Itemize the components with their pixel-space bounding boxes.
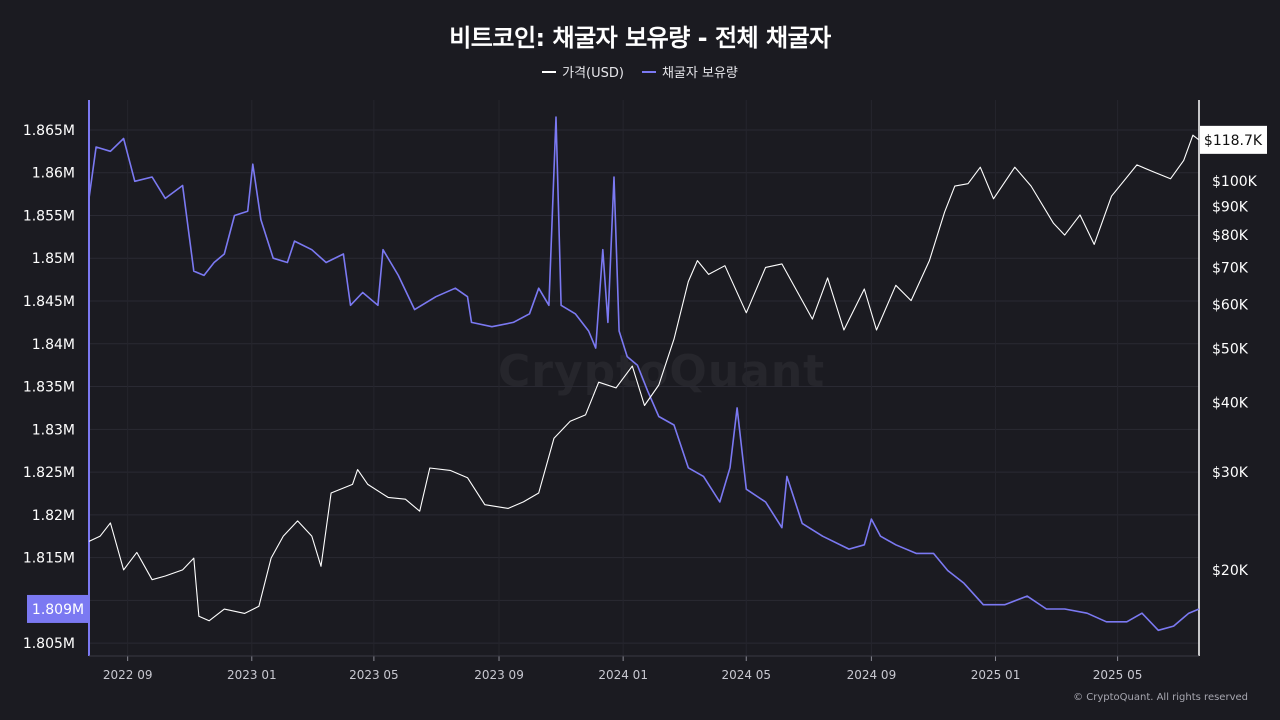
- x-tick-label: 2025 05: [1093, 668, 1143, 682]
- left-tick-label: 1.84M: [32, 337, 75, 353]
- chart-title: 비트코인: 채굴자 보유량 - 전체 채굴자: [449, 24, 831, 52]
- left-tick-label: 1.86M: [32, 166, 75, 182]
- left-tick-label: 1.85M: [32, 251, 75, 267]
- x-tick-label: 2024 05: [721, 668, 771, 682]
- left-tick-label: 1.835M: [23, 380, 75, 396]
- current-value-labels: 1.809M $118.7K: [27, 125, 1267, 623]
- miner-reserve-line: [88, 116, 1200, 632]
- legend-item-reserve[interactable]: 채굴자 보유량: [641, 62, 738, 81]
- left-current-value-box: [27, 594, 89, 623]
- right-tick-label: $60K: [1212, 298, 1249, 314]
- right-tick-label: $40K: [1212, 396, 1249, 412]
- price-line: [88, 134, 1200, 622]
- series-group: [88, 116, 1200, 632]
- x-tick-label: 2022 09: [103, 668, 153, 682]
- left-tick-label: 1.805M: [23, 636, 75, 652]
- right-tick-label: $50K: [1212, 342, 1249, 358]
- x-tick-label: 2023 05: [349, 668, 399, 682]
- left-tick-label: 1.855M: [23, 208, 75, 224]
- legend-swatch-price: [542, 70, 557, 73]
- left-axis: 1.805M1.81M1.815M1.82M1.825M1.83M1.835M1…: [23, 100, 90, 656]
- right-tick-label: $80K: [1212, 228, 1249, 244]
- left-current-value-label: 1.809M: [32, 602, 84, 618]
- left-tick-label: 1.825M: [23, 465, 75, 481]
- right-tick-label: $30K: [1212, 465, 1249, 481]
- right-current-value-label: $118.7K: [1204, 133, 1263, 149]
- x-tick-label: 2023 09: [474, 668, 524, 682]
- copyright: © CryptoQuant. All rights reserved: [1073, 692, 1248, 703]
- legend: 가격(USD) 채굴자 보유량: [0, 62, 1280, 81]
- left-tick-label: 1.815M: [23, 551, 75, 567]
- x-tick-label: 2023 01: [227, 668, 277, 682]
- legend-label-reserve: 채굴자 보유량: [661, 66, 738, 81]
- left-tick-label: 1.865M: [23, 123, 75, 139]
- watermark: CryptoQuant: [498, 346, 826, 397]
- x-tick-label: 2024 09: [847, 668, 897, 682]
- right-tick-label: $20K: [1212, 563, 1249, 579]
- right-tick-label: $90K: [1212, 200, 1249, 216]
- x-axis: 2022 09 2023 01 2023 05 2023 09 2024 01 2024 …: [89, 655, 1199, 682]
- left-tick-label: 1.845M: [23, 294, 75, 310]
- right-current-value-box: [1200, 125, 1267, 154]
- grid: [89, 100, 1199, 656]
- x-tick-label: 2024 01: [598, 668, 648, 682]
- legend-swatch-reserve: [641, 70, 656, 73]
- legend-item-price[interactable]: 가격(USD): [542, 62, 624, 81]
- left-tick-label: 1.82M: [32, 508, 75, 524]
- legend-label-price: 가격(USD): [562, 66, 624, 81]
- right-tick-label: $70K: [1212, 260, 1249, 276]
- right-tick-label: $100K: [1212, 174, 1258, 190]
- left-tick-label: 1.83M: [32, 422, 75, 438]
- right-axis: $20K $30K $40K $50K $60K $70K $80K $90K $100K: [1198, 100, 1258, 656]
- x-tick-label: 2025 01: [971, 668, 1021, 682]
